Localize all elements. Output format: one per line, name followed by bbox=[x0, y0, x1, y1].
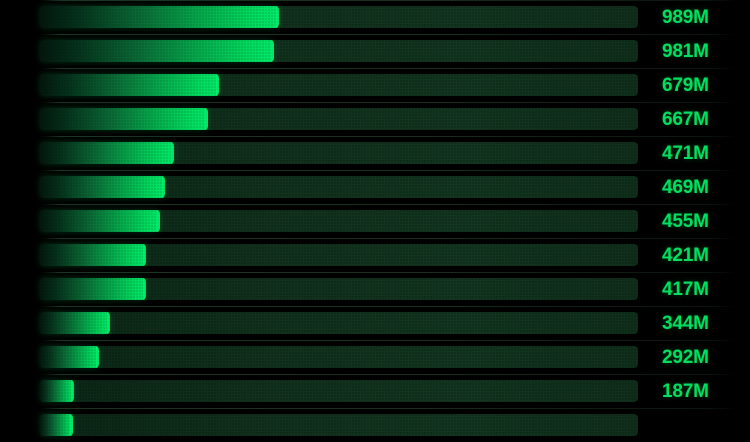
row-separator bbox=[40, 306, 736, 307]
bar-row bbox=[0, 408, 750, 442]
bar-fill bbox=[40, 278, 146, 300]
bar-fill bbox=[40, 74, 219, 96]
bar-value-label: 455M bbox=[662, 211, 709, 232]
bar-value-label: 981M bbox=[662, 41, 709, 62]
row-separator bbox=[40, 340, 736, 341]
bar-fill bbox=[40, 244, 146, 266]
row-separator bbox=[40, 34, 736, 35]
bar-row: 344M bbox=[0, 306, 750, 340]
bar-row: 981M bbox=[0, 34, 750, 68]
bar-value-label: 344M bbox=[662, 313, 709, 334]
row-separator bbox=[40, 102, 736, 103]
bar-fill bbox=[40, 414, 73, 436]
bar-fill bbox=[40, 6, 279, 28]
row-separator bbox=[40, 68, 736, 69]
bar-fill bbox=[40, 176, 165, 198]
row-separator bbox=[40, 0, 736, 1]
bar-fill bbox=[40, 312, 110, 334]
bar-value-label: 679M bbox=[662, 75, 709, 96]
bar-row: 421M bbox=[0, 238, 750, 272]
bar-value-label: 187M bbox=[662, 381, 709, 402]
bar-row: 469M bbox=[0, 170, 750, 204]
bar-value-label: 421M bbox=[662, 245, 709, 266]
bar-fill bbox=[40, 108, 208, 130]
bar-fill bbox=[40, 142, 174, 164]
bar-row: 417M bbox=[0, 272, 750, 306]
bar-fill bbox=[40, 40, 274, 62]
row-separator bbox=[40, 170, 736, 171]
bar-track bbox=[40, 414, 638, 436]
bar-fill bbox=[40, 210, 160, 232]
bar-row: 471M bbox=[0, 136, 750, 170]
bar-track bbox=[40, 278, 638, 300]
bar-track bbox=[40, 346, 638, 368]
bar-track bbox=[40, 176, 638, 198]
row-separator bbox=[40, 374, 736, 375]
bar-value-label: 417M bbox=[662, 279, 709, 300]
bar-value-label: 292M bbox=[662, 347, 709, 368]
bar-value-label: 469M bbox=[662, 177, 709, 198]
bar-fill bbox=[40, 346, 99, 368]
bar-track bbox=[40, 312, 638, 334]
row-separator bbox=[40, 238, 736, 239]
bar-track bbox=[40, 244, 638, 266]
bar-row: 989M bbox=[0, 0, 750, 34]
row-separator bbox=[40, 204, 736, 205]
bar-track bbox=[40, 210, 638, 232]
bar-value-label: 667M bbox=[662, 109, 709, 130]
bar-row: 679M bbox=[0, 68, 750, 102]
bar-row: 455M bbox=[0, 204, 750, 238]
bar-track bbox=[40, 142, 638, 164]
bar-row: 292M bbox=[0, 340, 750, 374]
bar-fill bbox=[40, 380, 74, 402]
row-separator bbox=[40, 408, 736, 409]
bar-value-label: 471M bbox=[662, 143, 709, 164]
row-separator bbox=[40, 136, 736, 137]
row-separator bbox=[40, 272, 736, 273]
bar-row: 187M bbox=[0, 374, 750, 408]
bar-track bbox=[40, 380, 638, 402]
bar-row: 667M bbox=[0, 102, 750, 136]
bar-value-label: 989M bbox=[662, 7, 709, 28]
